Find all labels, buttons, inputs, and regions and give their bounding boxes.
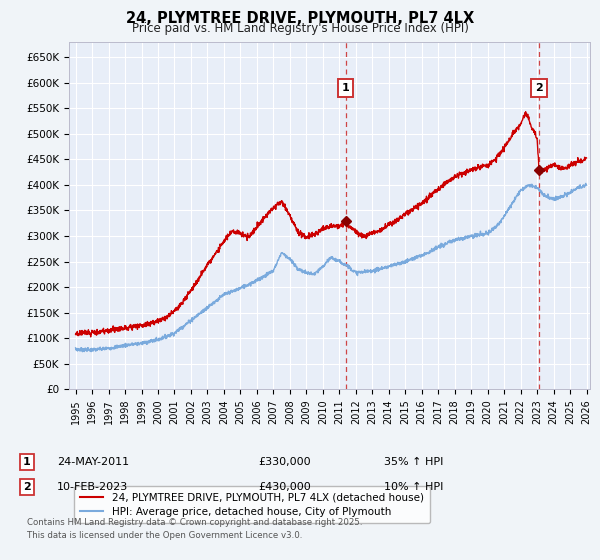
- Text: Contains HM Land Registry data © Crown copyright and database right 2025.
This d: Contains HM Land Registry data © Crown c…: [27, 519, 362, 540]
- Text: 2: 2: [535, 83, 543, 93]
- Text: 24, PLYMTREE DRIVE, PLYMOUTH, PL7 4LX: 24, PLYMTREE DRIVE, PLYMOUTH, PL7 4LX: [126, 11, 474, 26]
- Text: 1: 1: [341, 83, 349, 93]
- Text: 10% ↑ HPI: 10% ↑ HPI: [384, 482, 443, 492]
- Text: 24-MAY-2011: 24-MAY-2011: [57, 457, 129, 467]
- Text: 2: 2: [23, 482, 31, 492]
- Text: 1: 1: [23, 457, 31, 467]
- Text: £430,000: £430,000: [258, 482, 311, 492]
- Text: Price paid vs. HM Land Registry's House Price Index (HPI): Price paid vs. HM Land Registry's House …: [131, 22, 469, 35]
- Text: 35% ↑ HPI: 35% ↑ HPI: [384, 457, 443, 467]
- Text: £330,000: £330,000: [258, 457, 311, 467]
- Legend: 24, PLYMTREE DRIVE, PLYMOUTH, PL7 4LX (detached house), HPI: Average price, deta: 24, PLYMTREE DRIVE, PLYMOUTH, PL7 4LX (d…: [74, 487, 430, 523]
- Text: 10-FEB-2023: 10-FEB-2023: [57, 482, 128, 492]
